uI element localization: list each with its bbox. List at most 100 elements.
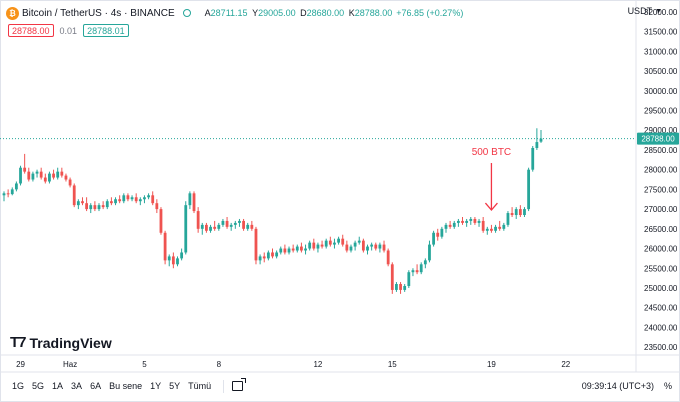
y-tick-label: 27500.00	[644, 185, 678, 194]
candle-body	[81, 201, 84, 204]
percent-scale-toggle[interactable]: %	[663, 381, 672, 391]
bottom-toolbar: 1G 5G 1A 3A 6A Bu sene 1Y 5Y Tümü 09:39:…	[0, 375, 680, 397]
close-value: 28788.00	[354, 8, 393, 18]
candle-body	[481, 220, 485, 231]
timeframe-6m[interactable]: 6A	[90, 381, 102, 391]
open-label: A	[204, 8, 211, 18]
y-tick-label: 29000.00	[644, 126, 678, 135]
y-tick-label: 27000.00	[644, 205, 678, 214]
candle-body	[490, 228, 493, 231]
candle-body	[312, 242, 316, 249]
trade-buttons: 28788.00 0.01 28788.01	[8, 24, 129, 37]
candle-body	[262, 256, 266, 259]
y-tick-label: 24000.00	[644, 323, 678, 332]
candle-body	[382, 244, 386, 251]
candle-body	[188, 193, 192, 206]
logo-text: TradingView	[29, 334, 112, 351]
timeframe-5d[interactable]: 5G	[32, 381, 45, 391]
timeframe-ytd[interactable]: Bu sene	[109, 381, 143, 391]
candle-body	[200, 224, 204, 229]
candle-body	[85, 203, 89, 210]
candle-body	[386, 250, 390, 265]
candle-body	[60, 171, 64, 176]
candle-body	[39, 171, 43, 178]
y-tick-label: 32000.00	[644, 8, 678, 17]
candle-body	[233, 222, 237, 225]
buy-button[interactable]: 28788.01	[83, 24, 129, 37]
y-tick-label: 26500.00	[644, 225, 678, 234]
low-value: 28680.00	[306, 8, 345, 18]
timeframe-all[interactable]: Tümü	[188, 381, 212, 391]
timeframe-1d[interactable]: 1G	[12, 381, 25, 391]
candle-body	[143, 197, 146, 200]
clock-timezone[interactable]: 09:39:14 (UTC+3)	[581, 381, 654, 391]
timeframe-5y[interactable]: 5Y	[169, 381, 181, 391]
candle-body	[279, 248, 283, 253]
candle-body	[225, 220, 229, 227]
tradingview-logo[interactable]: T7 TradingView	[10, 334, 112, 351]
high-label: Y	[252, 8, 259, 18]
timeframe-1y[interactable]: 1Y	[150, 381, 162, 391]
candle-body	[291, 248, 295, 251]
candle-body	[461, 220, 464, 223]
candle-body	[498, 226, 502, 229]
candle-body	[452, 222, 456, 227]
annotation-arrow-head	[484, 202, 498, 212]
ohlc-values: A28711.15 Y29005.00 D28680.00 K28788.00	[205, 8, 393, 18]
candle-body	[283, 248, 287, 253]
candle-body	[337, 238, 340, 243]
candle-body	[423, 260, 427, 265]
candle-body	[266, 252, 270, 259]
currency-selector[interactable]: USDT ▼	[628, 6, 662, 16]
high-value: 29005.00	[258, 8, 296, 18]
candle-body	[370, 244, 374, 247]
candle-body	[176, 258, 179, 265]
y-tick-label: 25500.00	[644, 264, 678, 273]
candle-body	[506, 213, 510, 225]
candle-body	[19, 167, 22, 184]
candle-body	[271, 252, 274, 257]
last-price-badge	[637, 132, 679, 145]
sell-button[interactable]: 28788.00	[8, 24, 54, 37]
symbol-title[interactable]: Bitcoin / TetherUS · 4s · BINANCE	[22, 7, 175, 19]
candle-body	[43, 177, 47, 182]
timeframe-3m[interactable]: 3A	[71, 381, 83, 391]
candle-body	[10, 189, 14, 195]
candle-body	[130, 197, 134, 200]
candle-body	[333, 242, 336, 245]
candle-body	[213, 226, 217, 229]
tradingview-logo-icon: T7	[10, 334, 26, 351]
candle-body	[93, 205, 97, 210]
candle-body	[6, 193, 10, 195]
candle-body	[196, 211, 200, 229]
open-value: 28711.15	[210, 8, 248, 18]
symbol-legend: ₿ Bitcoin / TetherUS · 4s · BINANCE A287…	[6, 5, 463, 21]
low-label: D	[300, 8, 307, 18]
candle-body	[395, 284, 398, 290]
candle-body	[473, 218, 477, 223]
candle-body	[217, 224, 221, 229]
candle-body	[403, 285, 407, 290]
candle-body	[324, 240, 328, 247]
candle-body	[205, 224, 208, 231]
goto-date-icon[interactable]	[232, 378, 247, 391]
candle-body	[411, 270, 415, 273]
candle-body	[48, 173, 51, 182]
candle-body	[494, 226, 497, 231]
candle-body	[328, 240, 332, 245]
candle-body	[316, 244, 320, 249]
price-change: +76.85 (+0.27%)	[396, 8, 464, 18]
candle-body	[440, 228, 444, 237]
candle-body	[539, 138, 543, 142]
timeframe-1m[interactable]: 1A	[52, 381, 64, 391]
candle-body	[432, 232, 435, 245]
candle-body	[399, 284, 402, 290]
candle-body	[110, 201, 113, 204]
x-tick-label: 5	[142, 360, 147, 369]
candle-body	[242, 220, 245, 229]
candle-body	[287, 248, 291, 253]
candle-body	[52, 173, 55, 178]
candle-body	[238, 220, 241, 223]
annotation-label: 500 BTC	[472, 147, 511, 158]
